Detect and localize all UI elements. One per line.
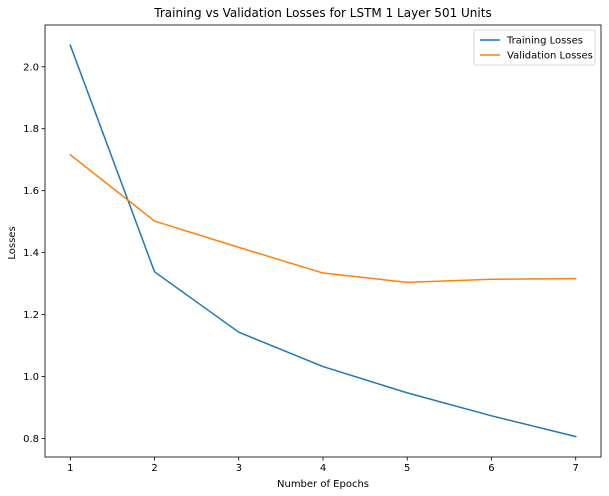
x-tick-label: 5: [404, 463, 410, 474]
x-tick-label: 7: [573, 463, 579, 474]
y-tick-label: 1.8: [23, 124, 39, 135]
series-line-validation-losses: [69, 153, 577, 284]
x-tick-label: 4: [320, 463, 326, 474]
y-axis-label: Losses: [7, 226, 18, 259]
y-tick-label: 2.0: [23, 62, 39, 73]
y-tick-label: 0.8: [23, 434, 39, 445]
chart-title: Training vs Validation Losses for LSTM 1…: [153, 6, 491, 20]
y-tick-label: 1.6: [23, 186, 39, 197]
series-group: [69, 44, 577, 438]
legend-label: Validation Losses: [507, 51, 593, 62]
legend-label: Training Losses: [506, 36, 583, 47]
x-tick-label: 1: [67, 463, 73, 474]
axes: 1 2 3 4 5 6 7 0.8 1.0 1.2 1.4 1.6 1.8 2.0: [23, 24, 602, 474]
x-axis-label: Number of Epochs: [277, 479, 369, 490]
x-tick-label: 6: [488, 463, 494, 474]
legend-box: [473, 29, 596, 66]
series-line-training-losses: [69, 44, 577, 438]
y-tick-label: 1.4: [23, 248, 39, 259]
x-tick-label: 2: [151, 463, 157, 474]
x-tick-label: 3: [236, 463, 242, 474]
plot-frame: [44, 24, 602, 458]
y-tick-label: 1.2: [23, 310, 39, 321]
legend: Training Losses Validation Losses: [473, 29, 596, 66]
y-tick-label: 1.0: [23, 372, 39, 383]
